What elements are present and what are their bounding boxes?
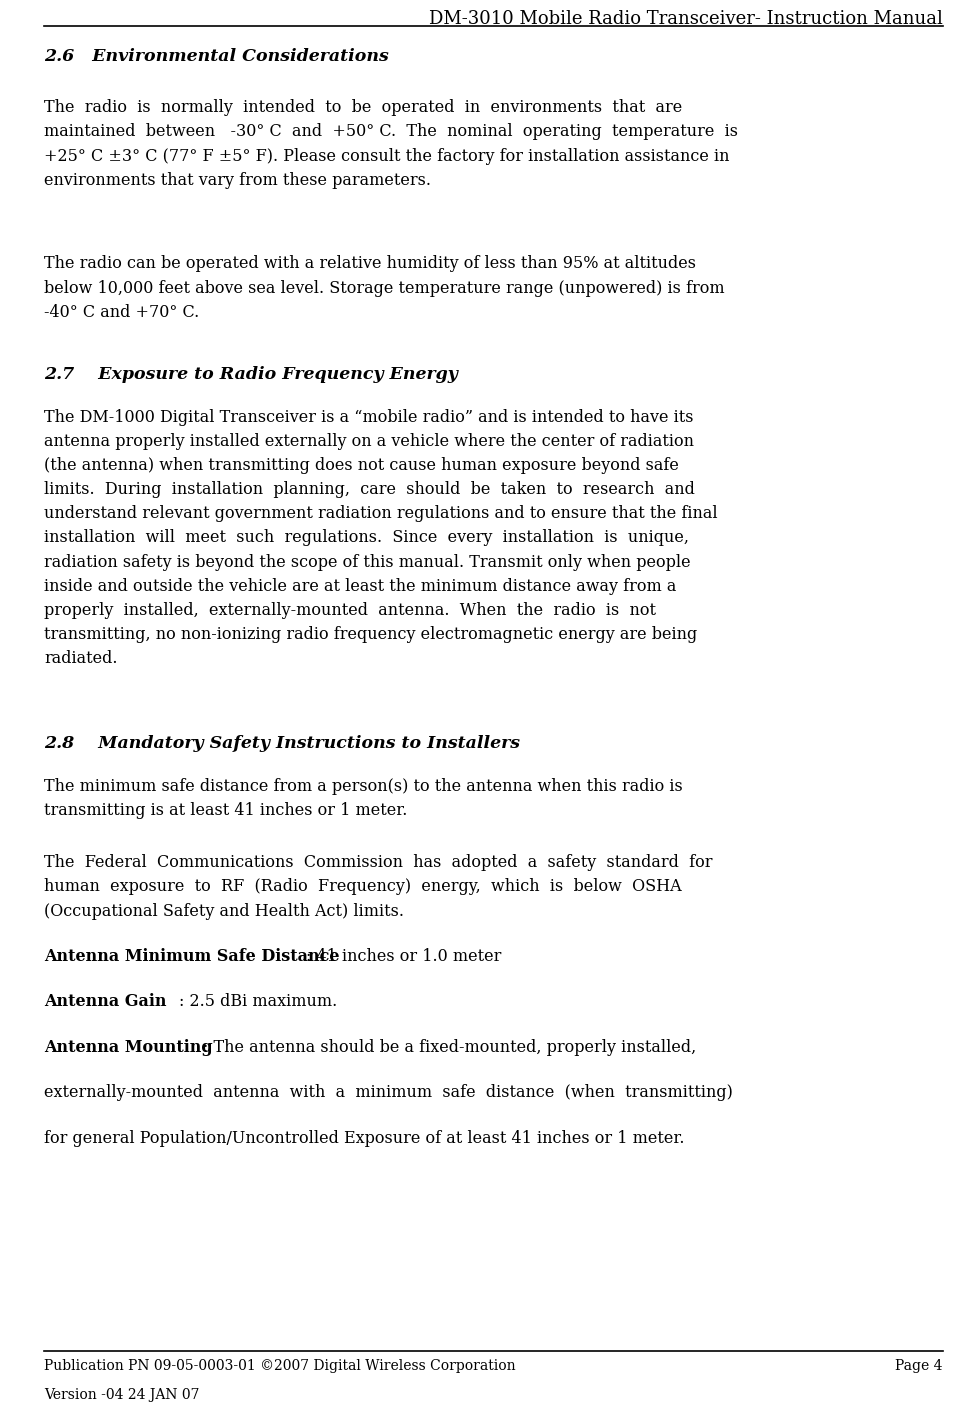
Text: The DM-1000 Digital Transceiver is a “mobile radio” and is intended to have its
: The DM-1000 Digital Transceiver is a “mo… (44, 409, 717, 667)
Text: Antenna Minimum Safe Distance: Antenna Minimum Safe Distance (44, 948, 339, 965)
Text: The  radio  is  normally  intended  to  be  operated  in  environments  that  ar: The radio is normally intended to be ope… (44, 99, 738, 189)
Text: The minimum safe distance from a person(s) to the antenna when this radio is
tra: The minimum safe distance from a person(… (44, 778, 683, 819)
Text: : The antenna should be a fixed-mounted, properly installed,: : The antenna should be a fixed-mounted,… (203, 1039, 697, 1056)
Text: : 2.5 dBi maximum.: : 2.5 dBi maximum. (179, 993, 337, 1010)
Text: externally-mounted  antenna  with  a  minimum  safe  distance  (when  transmitti: externally-mounted antenna with a minimu… (44, 1084, 733, 1101)
Text: : 41 inches or 1.0 meter: : 41 inches or 1.0 meter (306, 948, 501, 965)
Text: Antenna Mounting: Antenna Mounting (44, 1039, 213, 1056)
Text: 2.8    Mandatory Safety Instructions to Installers: 2.8 Mandatory Safety Instructions to Ins… (44, 735, 520, 752)
Text: The radio can be operated with a relative humidity of less than 95% at altitudes: The radio can be operated with a relativ… (44, 255, 725, 321)
Text: Publication PN 09-05-0003-01 ©2007 Digital Wireless Corporation: Publication PN 09-05-0003-01 ©2007 Digit… (44, 1359, 516, 1374)
Text: 2.6   Environmental Considerations: 2.6 Environmental Considerations (44, 48, 389, 65)
Text: Page 4: Page 4 (895, 1359, 943, 1374)
Text: The  Federal  Communications  Commission  has  adopted  a  safety  standard  for: The Federal Communications Commission ha… (44, 854, 712, 920)
Text: DM-3010 Mobile Radio Transceiver- Instruction Manual: DM-3010 Mobile Radio Transceiver- Instru… (429, 10, 943, 28)
Text: Version -04 24 JAN 07: Version -04 24 JAN 07 (44, 1388, 199, 1402)
Text: Antenna Gain: Antenna Gain (44, 993, 166, 1010)
Text: 2.7    Exposure to Radio Frequency Energy: 2.7 Exposure to Radio Frequency Energy (44, 366, 458, 383)
Text: for general Population/Uncontrolled Exposure of at least 41 inches or 1 meter.: for general Population/Uncontrolled Expo… (44, 1130, 685, 1147)
